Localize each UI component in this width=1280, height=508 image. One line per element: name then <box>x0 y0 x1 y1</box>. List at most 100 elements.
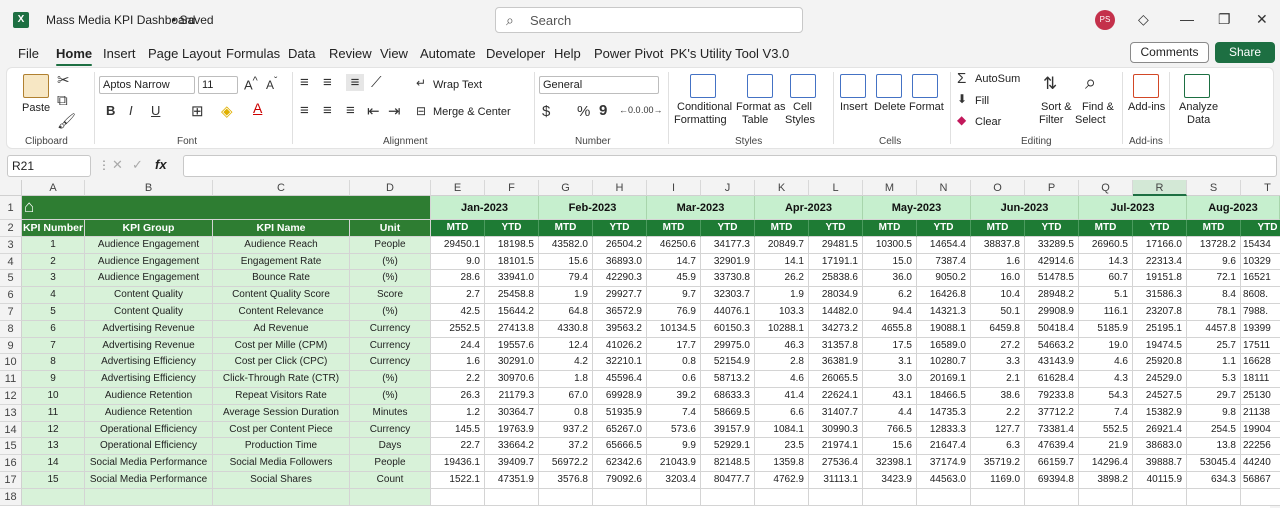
value-cell[interactable]: 3.0 <box>863 371 917 388</box>
value-cell[interactable]: 8.4 <box>1187 287 1241 304</box>
value-cell[interactable]: 30990.3 <box>809 421 863 439</box>
share-button[interactable]: Share <box>1215 42 1275 63</box>
diamond-icon[interactable]: ◇ <box>1138 11 1149 27</box>
value-cell[interactable]: 16589.0 <box>917 337 971 355</box>
value-cell[interactable]: 39563.2 <box>593 320 647 338</box>
value-cell[interactable]: 17511 <box>1241 337 1280 355</box>
kpi-number-cell[interactable]: 14 <box>22 455 85 472</box>
value-cell[interactable]: 13728.2 <box>1187 236 1241 254</box>
fill-button[interactable]: Fill <box>975 95 990 107</box>
value-cell[interactable]: 42914.6 <box>1025 253 1079 271</box>
kpi-group-cell[interactable]: Audience Engagement <box>85 236 213 254</box>
unit-cell[interactable]: (%) <box>350 253 431 271</box>
sort-filter-label-1[interactable]: Sort & <box>1041 101 1072 113</box>
unit-cell[interactable]: People <box>350 236 431 254</box>
column-header[interactable]: R <box>1133 180 1187 196</box>
cell-styles-label-2[interactable]: Styles <box>785 114 815 126</box>
kpi-name-cell[interactable]: Cost per Mille (CPM) <box>213 337 350 355</box>
value-cell[interactable]: 33941.0 <box>485 270 539 288</box>
empty-cell[interactable] <box>755 488 809 506</box>
unit-cell[interactable]: (%) <box>350 371 431 388</box>
row-header[interactable]: 1 <box>0 196 22 220</box>
value-cell[interactable]: 33289.5 <box>1025 236 1079 254</box>
value-cell[interactable]: 26065.5 <box>809 371 863 388</box>
value-cell[interactable]: 127.7 <box>971 421 1025 439</box>
value-cell[interactable]: 17.7 <box>647 337 701 355</box>
value-cell[interactable]: 0.8 <box>539 404 593 422</box>
value-cell[interactable]: 33664.2 <box>485 438 539 456</box>
value-cell[interactable]: 10134.5 <box>647 320 701 338</box>
value-cell[interactable]: 10329 <box>1241 253 1280 271</box>
value-cell[interactable]: 43582.0 <box>539 236 593 254</box>
value-cell[interactable]: 34177.3 <box>701 236 755 254</box>
value-cell[interactable]: 12833.3 <box>917 421 971 439</box>
font-color-icon[interactable]: A <box>253 100 263 116</box>
unit-cell[interactable]: (%) <box>350 304 431 321</box>
value-cell[interactable]: 7.4 <box>647 404 701 422</box>
value-cell[interactable]: 2.2 <box>431 371 485 388</box>
unit-cell[interactable]: People <box>350 455 431 472</box>
column-header[interactable]: O <box>971 180 1025 196</box>
value-cell[interactable]: 32901.9 <box>701 253 755 271</box>
empty-cell[interactable] <box>1079 488 1133 506</box>
unit-cell[interactable]: Currency <box>350 320 431 338</box>
analyze-data-icon[interactable] <box>1184 74 1210 98</box>
value-cell[interactable]: 17166.0 <box>1133 236 1187 254</box>
column-header[interactable]: F <box>485 180 539 196</box>
value-cell[interactable]: 69394.8 <box>1025 472 1079 489</box>
value-cell[interactable]: 69928.9 <box>593 388 647 405</box>
value-cell[interactable]: 9.9 <box>647 438 701 456</box>
column-header[interactable]: D <box>350 180 431 196</box>
tab-data[interactable]: Data <box>288 46 316 61</box>
value-cell[interactable]: 56972.2 <box>539 455 593 472</box>
row-header[interactable]: 5 <box>0 270 22 288</box>
unit-cell[interactable]: (%) <box>350 388 431 405</box>
value-cell[interactable]: 76.9 <box>647 304 701 321</box>
format-cells-button[interactable]: Format <box>909 101 944 113</box>
value-cell[interactable]: 15.6 <box>863 438 917 456</box>
column-header[interactable]: A <box>22 180 85 196</box>
column-header[interactable]: B <box>85 180 213 196</box>
value-cell[interactable]: 41026.2 <box>593 337 647 355</box>
column-header[interactable]: K <box>755 180 809 196</box>
value-cell[interactable]: 12.4 <box>539 337 593 355</box>
value-cell[interactable]: 17191.1 <box>809 253 863 271</box>
value-cell[interactable]: 3.1 <box>863 354 917 372</box>
kpi-name-cell[interactable]: Audience Reach <box>213 236 350 254</box>
spreadsheet-grid[interactable]: A B C D E F G H I J K L M N O P Q R S T 1 2 3 4 5 6 7 8 9 10 11 12 13 14 1… <box>0 180 1280 508</box>
column-header[interactable]: H <box>593 180 647 196</box>
value-cell[interactable]: 52929.1 <box>701 438 755 456</box>
value-cell[interactable]: 7988. <box>1241 304 1280 321</box>
value-cell[interactable]: 38837.8 <box>971 236 1025 254</box>
format-painter-icon[interactable]: 🖌 <box>57 113 77 130</box>
value-cell[interactable]: 39157.9 <box>701 421 755 439</box>
value-cell[interactable]: 65666.5 <box>593 438 647 456</box>
kpi-group-cell[interactable]: Social Media Performance <box>85 472 213 489</box>
value-cell[interactable]: 2.7 <box>431 287 485 304</box>
value-cell[interactable]: 1522.1 <box>431 472 485 489</box>
analyze-data-label-2[interactable]: Data <box>1187 114 1211 126</box>
value-cell[interactable]: 21974.1 <box>809 438 863 456</box>
value-cell[interactable]: 15.6 <box>539 253 593 271</box>
value-cell[interactable]: 10280.7 <box>917 354 971 372</box>
value-cell[interactable]: 7.4 <box>1079 404 1133 422</box>
value-cell[interactable]: 1.6 <box>431 354 485 372</box>
tab-file[interactable]: File <box>18 46 39 61</box>
home-icon[interactable]: ⌂ <box>24 197 35 216</box>
fill-color-icon[interactable]: ◈ <box>221 103 233 120</box>
value-cell[interactable]: 1359.8 <box>755 455 809 472</box>
value-cell[interactable]: 18111 <box>1241 371 1280 388</box>
kpi-name-cell[interactable]: Social Shares <box>213 472 350 489</box>
value-cell[interactable]: 50.1 <box>971 304 1025 321</box>
value-cell[interactable]: 4.6 <box>1079 354 1133 372</box>
tab-pk-utility[interactable]: PK's Utility Tool V3.0 <box>670 46 790 61</box>
saved-status[interactable]: • Saved <box>172 13 214 27</box>
insert-cells-button[interactable]: Insert <box>840 101 868 113</box>
format-cells-icon[interactable] <box>912 74 938 98</box>
cancel-icon[interactable]: ✕ <box>112 157 123 172</box>
value-cell[interactable]: 4457.8 <box>1187 320 1241 338</box>
value-cell[interactable]: 14654.4 <box>917 236 971 254</box>
value-cell[interactable]: 36.0 <box>863 270 917 288</box>
value-cell[interactable]: 18101.5 <box>485 253 539 271</box>
value-cell[interactable]: 9.8 <box>1187 404 1241 422</box>
